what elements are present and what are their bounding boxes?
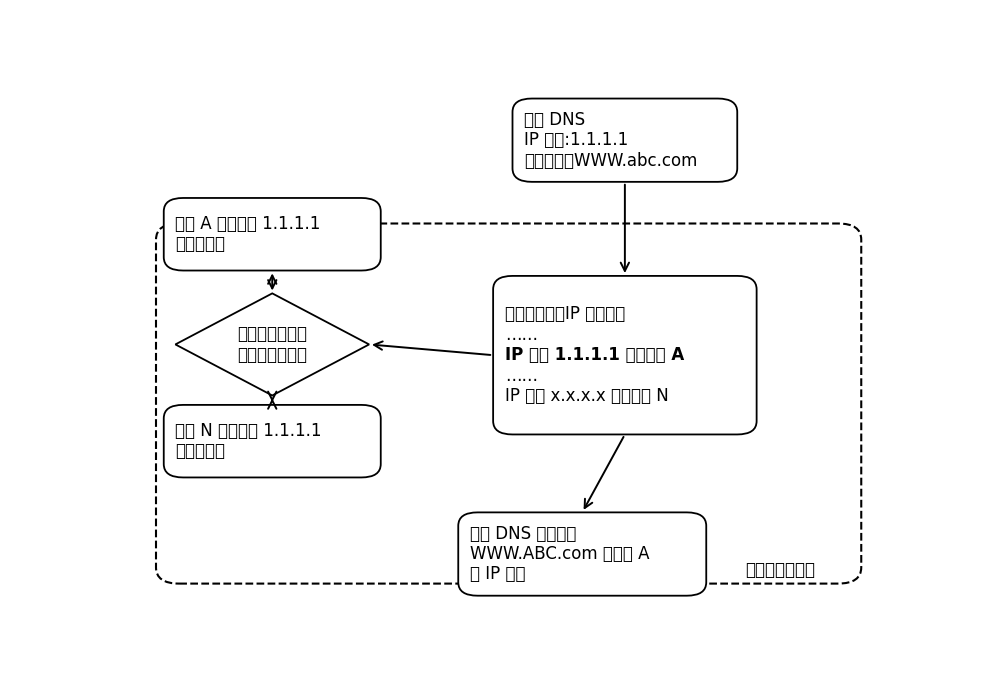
Text: WWW.ABC.com 在节点 A: WWW.ABC.com 在节点 A [470, 545, 649, 563]
FancyBboxPatch shape [458, 512, 706, 595]
Text: IP 地址 x.x.x.x 属于节点 N: IP 地址 x.x.x.x 属于节点 N [505, 387, 668, 405]
Text: IP 地址 1.1.1.1 属于节点 A: IP 地址 1.1.1.1 属于节点 A [505, 346, 684, 364]
Text: 更新就近性规则: 更新就近性规则 [237, 346, 307, 364]
Text: 选择更优的节点: 选择更优的节点 [237, 325, 307, 343]
Text: 的 IP 地址: 的 IP 地址 [470, 565, 525, 584]
Text: 本地 DNS: 本地 DNS [524, 111, 585, 128]
Text: ……: …… [505, 326, 538, 343]
Polygon shape [175, 293, 369, 396]
Text: 节点 N 探测器对 1.1.1.1: 节点 N 探测器对 1.1.1.1 [175, 422, 322, 440]
FancyBboxPatch shape [512, 98, 737, 182]
Text: 就近性规则模块: 就近性规则模块 [745, 561, 815, 579]
Text: IP 地址:1.1.1.1: IP 地址:1.1.1.1 [524, 131, 628, 149]
Text: 的探测结果: 的探测结果 [175, 443, 225, 461]
Text: ……: …… [505, 366, 538, 385]
Text: 查询域名：WWW.abc.com: 查询域名：WWW.abc.com [524, 151, 698, 170]
Text: 节点 A 探测器对 1.1.1.1: 节点 A 探测器对 1.1.1.1 [175, 215, 321, 233]
FancyBboxPatch shape [493, 276, 757, 434]
Text: 的探测结果: 的探测结果 [175, 235, 225, 253]
Text: 就近性规则（IP 地址表）: 就近性规则（IP 地址表） [505, 305, 625, 323]
FancyBboxPatch shape [164, 198, 381, 271]
Text: 智能 DNS 返回域名: 智能 DNS 返回域名 [470, 525, 576, 542]
FancyBboxPatch shape [156, 223, 861, 584]
FancyBboxPatch shape [164, 405, 381, 477]
